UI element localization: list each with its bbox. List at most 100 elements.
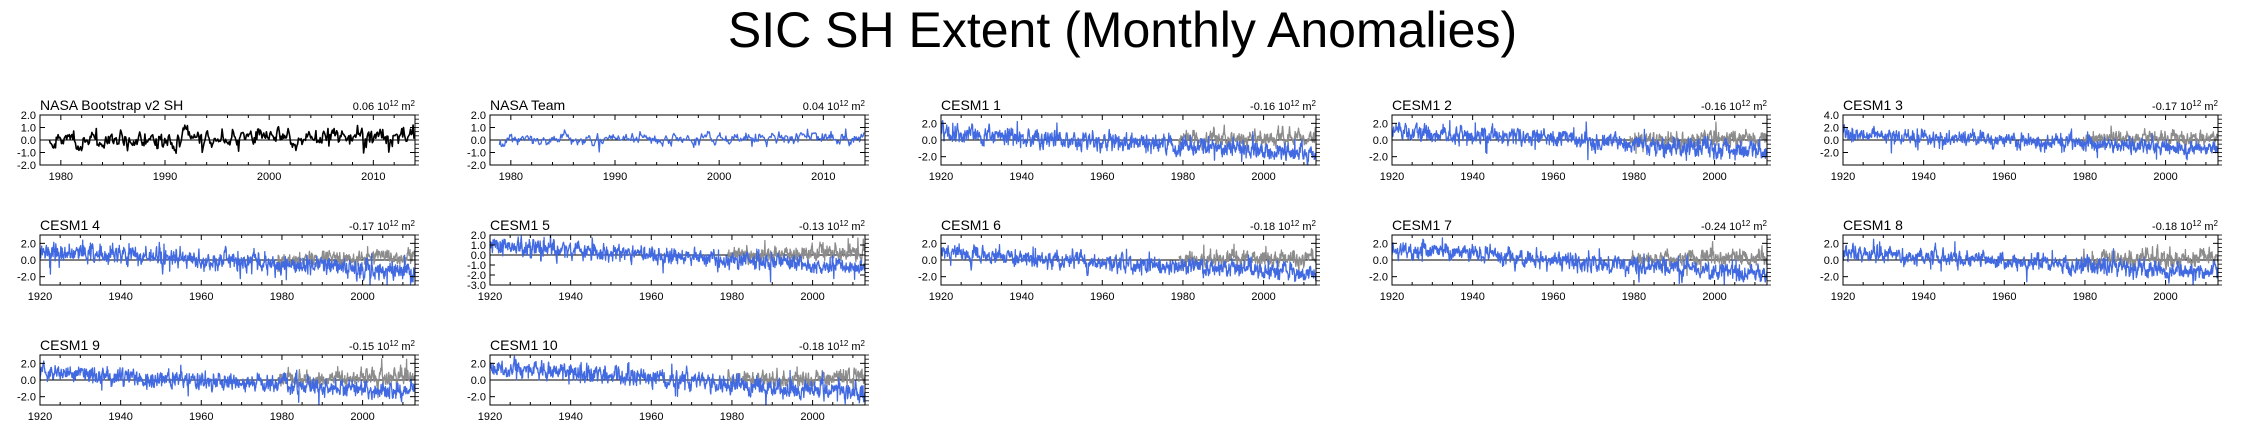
panel-title: CESM1 9: [40, 337, 100, 353]
trend-label: -0.24 1012 m2: [1701, 219, 1768, 233]
y-tick-label: -1.0: [467, 260, 486, 272]
trend-label: -0.18 1012 m2: [1250, 219, 1317, 233]
panel-title: CESM1 5: [490, 217, 550, 233]
x-tick-label: 1980: [1622, 291, 1646, 303]
panel-title: CESM1 6: [941, 217, 1001, 233]
y-tick-label: 2.0: [1824, 123, 1839, 135]
x-tick-label: 2000: [1702, 291, 1726, 303]
y-tick-label: 0.0: [922, 255, 937, 267]
y-tick-label: -2.0: [1820, 148, 1839, 160]
series-line-1: [48, 124, 415, 155]
y-tick-label: 0.0: [21, 375, 36, 387]
x-tick-label: 1960: [639, 291, 663, 303]
series-line-2: [40, 239, 415, 285]
y-tick-label: -2.0: [918, 272, 937, 284]
series-line-2: [1392, 237, 1767, 285]
series-line-2: [941, 243, 1316, 283]
panel-11: CESM1 9 -0.15 1012 m2 1920 1940 1960 1980 2000…: [17, 337, 419, 423]
series-line-1: [1629, 240, 1767, 277]
y-tick-label: -2.0: [467, 392, 486, 404]
trend-label: -0.18 1012 m2: [799, 339, 866, 353]
x-tick-label: 1980: [499, 171, 523, 183]
x-tick-label: 1940: [1911, 171, 1935, 183]
x-tick-label: 2000: [1702, 171, 1726, 183]
x-tick-label: 1940: [558, 411, 582, 423]
x-tick-label: 1990: [153, 171, 177, 183]
x-tick-label: 1980: [720, 411, 744, 423]
x-tick-label: 2000: [800, 411, 824, 423]
x-tick-label: 1960: [1090, 291, 1114, 303]
series-line-1: [1178, 243, 1316, 276]
y-tick-label: 2.0: [21, 358, 36, 370]
x-tick-label: 2000: [707, 171, 731, 183]
y-tick-label: 2.0: [1373, 238, 1388, 250]
y-tick-label: 0.0: [1373, 135, 1388, 147]
series-line-1: [2080, 244, 2218, 272]
panel-title: CESM1 10: [490, 337, 558, 353]
x-tick-label: 1920: [28, 411, 52, 423]
y-tick-label: -2.0: [467, 270, 486, 282]
y-tick-label: 0.0: [1824, 255, 1839, 267]
series-line-2: [40, 360, 415, 405]
y-tick-label: 1.0: [471, 240, 486, 252]
panel-6: CESM1 4 -0.17 1012 m2 1920 1940 1960 1980 2000…: [17, 217, 419, 303]
series-line-2: [490, 235, 865, 283]
panel-10: CESM1 8 -0.18 1012 m2 1920 1940 1960 1980 2000…: [1820, 217, 2222, 303]
y-tick-label: 0.0: [21, 135, 36, 147]
x-tick-label: 1980: [49, 171, 73, 183]
panel-8: CESM1 6 -0.18 1012 m2 1920 1940 1960 1980 2000…: [918, 217, 1320, 303]
panel-title: CESM1 8: [1843, 217, 1903, 233]
panel-3: CESM1 1 -0.16 1012 m2 1920 1940 1960 1980 2000…: [918, 97, 1320, 183]
x-tick-label: 1980: [1171, 291, 1195, 303]
x-tick-label: 1920: [1831, 291, 1855, 303]
x-tick-label: 2000: [350, 291, 374, 303]
x-tick-label: 1940: [1460, 171, 1484, 183]
y-tick-label: 2.0: [471, 230, 486, 242]
y-tick-label: 2.0: [21, 238, 36, 250]
x-tick-label: 1920: [478, 291, 502, 303]
x-tick-label: 1960: [1541, 171, 1565, 183]
x-tick-label: 1960: [639, 411, 663, 423]
y-tick-label: 1.0: [21, 123, 36, 135]
series-line-1: [727, 237, 865, 266]
panel-4: CESM1 2 -0.16 1012 m2 1920 1940 1960 1980 2000…: [1369, 97, 1771, 183]
x-tick-label: 1960: [1090, 171, 1114, 183]
panel-1: NASA Bootstrap v2 SH 0.06 1012 m2 1980 1990…: [17, 97, 419, 183]
y-tick-label: 0.0: [471, 135, 486, 147]
y-tick-label: -2.0: [918, 152, 937, 164]
y-tick-label: 0.0: [1824, 135, 1839, 147]
y-tick-label: 0.0: [471, 250, 486, 262]
panel-7: CESM1 5 -0.13 1012 m2 1920 1940 1960 1980 2000…: [467, 217, 869, 303]
y-tick-label: 2.0: [1824, 238, 1839, 250]
x-tick-label: 2010: [361, 171, 385, 183]
x-tick-label: 2000: [1251, 291, 1275, 303]
panel-9: CESM1 7 -0.24 1012 m2 1920 1940 1960 1980 2000…: [1369, 217, 1771, 303]
y-tick-label: 2.0: [922, 118, 937, 130]
y-tick-label: -2.0: [467, 160, 486, 172]
x-tick-label: 1960: [189, 411, 213, 423]
x-tick-label: 1980: [270, 291, 294, 303]
y-tick-label: 2.0: [471, 110, 486, 122]
panel-title: CESM1 3: [1843, 97, 1903, 113]
x-tick-label: 2000: [350, 411, 374, 423]
x-tick-label: 1920: [478, 411, 502, 423]
x-tick-label: 1980: [2073, 291, 2097, 303]
x-tick-label: 1920: [1831, 171, 1855, 183]
trend-label: -0.13 1012 m2: [799, 219, 866, 233]
x-tick-label: 2000: [2153, 171, 2177, 183]
x-tick-label: 1940: [558, 291, 582, 303]
figure-title: SIC SH Extent (Monthly Anomalies): [727, 2, 1518, 58]
trend-label: -0.18 1012 m2: [2152, 219, 2219, 233]
x-tick-label: 1980: [720, 291, 744, 303]
y-tick-label: 4.0: [1824, 110, 1839, 122]
trend-label: 0.04 1012 m2: [803, 99, 866, 113]
trend-label: 0.06 1012 m2: [353, 99, 416, 113]
y-tick-label: 0.0: [21, 255, 36, 267]
trend-label: -0.16 1012 m2: [1250, 99, 1317, 113]
y-tick-label: 2.0: [471, 358, 486, 370]
trend-label: -0.17 1012 m2: [349, 219, 416, 233]
y-tick-label: 2.0: [922, 238, 937, 250]
x-tick-label: 1960: [1992, 171, 2016, 183]
trend-label: -0.15 1012 m2: [349, 339, 416, 353]
